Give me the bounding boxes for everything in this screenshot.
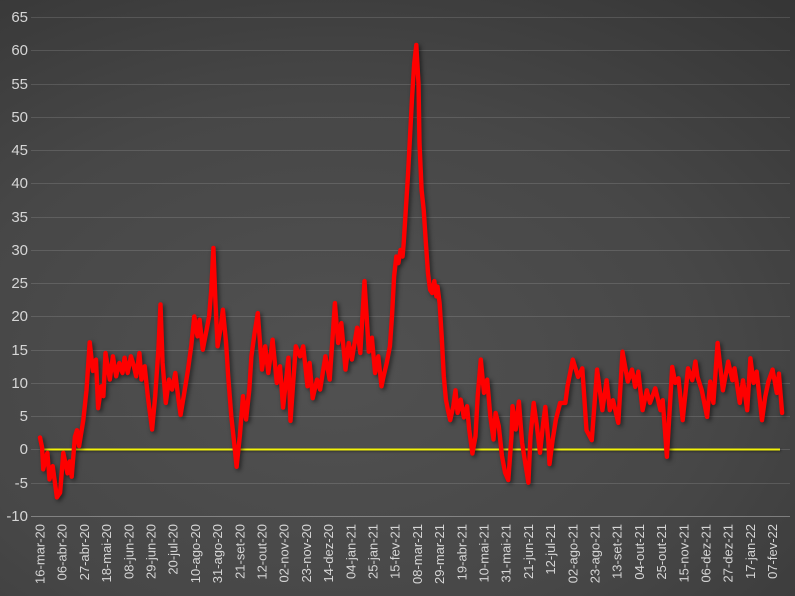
x-tick-label: 04-out-21 <box>632 524 647 580</box>
x-tick-label: 18-mai-20 <box>99 524 114 583</box>
x-tick-label: 27-dez-21 <box>721 524 736 583</box>
x-axis-labels: 16-mar-20 06-abr-20 27-abr-20 18-mai-20 08-j… <box>33 524 781 584</box>
x-tick-label: 12-out-20 <box>255 524 270 580</box>
x-tick-label: 15-fev-21 <box>388 524 403 579</box>
x-tick-label: 29-mar-21 <box>432 524 447 584</box>
y-tick-label: 45 <box>11 142 28 159</box>
y-tick-label: -5 <box>15 475 28 492</box>
x-tick-label: 21-jun-21 <box>521 524 536 579</box>
x-tick-label: 04-jan-21 <box>343 524 358 579</box>
x-tick-label: 19-abr-21 <box>454 524 469 580</box>
y-tick-label: 25 <box>11 275 28 292</box>
x-tick-label: 17-jan-22 <box>743 524 758 579</box>
y-tick-label: 60 <box>11 42 28 59</box>
x-tick-label: 06-dez-21 <box>699 524 714 583</box>
x-tick-label: 08-jun-20 <box>121 524 136 579</box>
x-tick-label: 29-jun-20 <box>144 524 159 579</box>
x-tick-label: 31-mai-21 <box>499 524 514 583</box>
y-tick-label: -10 <box>6 508 28 525</box>
x-tick-label: 25-out-21 <box>654 524 669 580</box>
y-tick-label: 65 <box>11 9 28 26</box>
y-tick-label: 50 <box>11 109 28 126</box>
y-tick-label: 0 <box>20 441 28 458</box>
x-tick-label: 25-jan-21 <box>366 524 381 579</box>
y-tick-label: 30 <box>11 242 28 259</box>
x-tick-label: 02-nov-20 <box>277 524 292 583</box>
x-tick-label: 23-ago-21 <box>588 524 603 583</box>
x-tick-label: 31-ago-20 <box>210 524 225 583</box>
y-tick-label: 55 <box>11 76 28 93</box>
y-tick-label: 35 <box>11 209 28 226</box>
y-tick-label: 10 <box>11 375 28 392</box>
y-tick-label: 5 <box>20 408 28 425</box>
y-tick-label: 15 <box>11 342 28 359</box>
data-series-line <box>37 42 785 500</box>
x-tick-label: 14-dez-20 <box>321 524 336 583</box>
x-tick-label: 13-set-21 <box>610 524 625 579</box>
x-tick-label: 16-mar-20 <box>33 524 48 584</box>
x-tick-label: 12-jul-21 <box>543 524 558 575</box>
x-tick-label: 15-nov-21 <box>676 524 691 583</box>
x-tick-label: 02-ago-21 <box>565 524 580 583</box>
y-tick-label: 40 <box>11 175 28 192</box>
x-tick-label: 21-set-20 <box>232 524 247 579</box>
x-tick-label: 06-abr-20 <box>55 524 70 580</box>
x-tick-label: 23-nov-20 <box>299 524 314 583</box>
x-tick-label: 10-mai-21 <box>477 524 492 583</box>
x-tick-label: 20-jul-20 <box>166 524 181 575</box>
y-tick-label: 20 <box>11 308 28 325</box>
x-tick-label: 10-ago-20 <box>188 524 203 583</box>
x-tick-label: 27-abr-20 <box>77 524 92 580</box>
x-tick-label: 07-fev-22 <box>765 524 780 579</box>
x-tick-label: 08-mar-21 <box>410 524 425 584</box>
